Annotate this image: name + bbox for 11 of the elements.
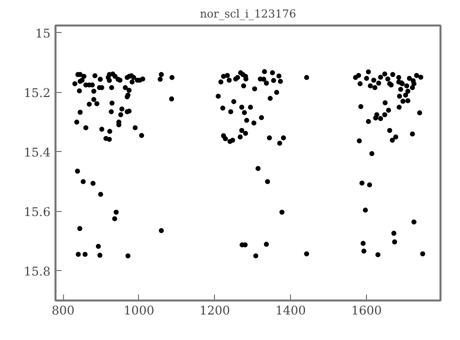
y-tick-label: 15.8 xyxy=(24,264,50,278)
x-tick-label: 1200 xyxy=(200,304,230,318)
x-tick-label: 1600 xyxy=(351,304,382,318)
x-tick-label: 1000 xyxy=(124,304,154,318)
y-tick-label: 15.4 xyxy=(24,145,51,160)
x-tick-label: 800 xyxy=(52,304,75,318)
chart-title: nor_scl_i_123176 xyxy=(200,8,296,20)
y-tick-label: 15 xyxy=(35,26,51,40)
y-tick-label: 15.6 xyxy=(24,204,50,219)
x-tick-label: 1400 xyxy=(275,304,306,318)
y-tick-label: 15.2 xyxy=(24,86,50,100)
